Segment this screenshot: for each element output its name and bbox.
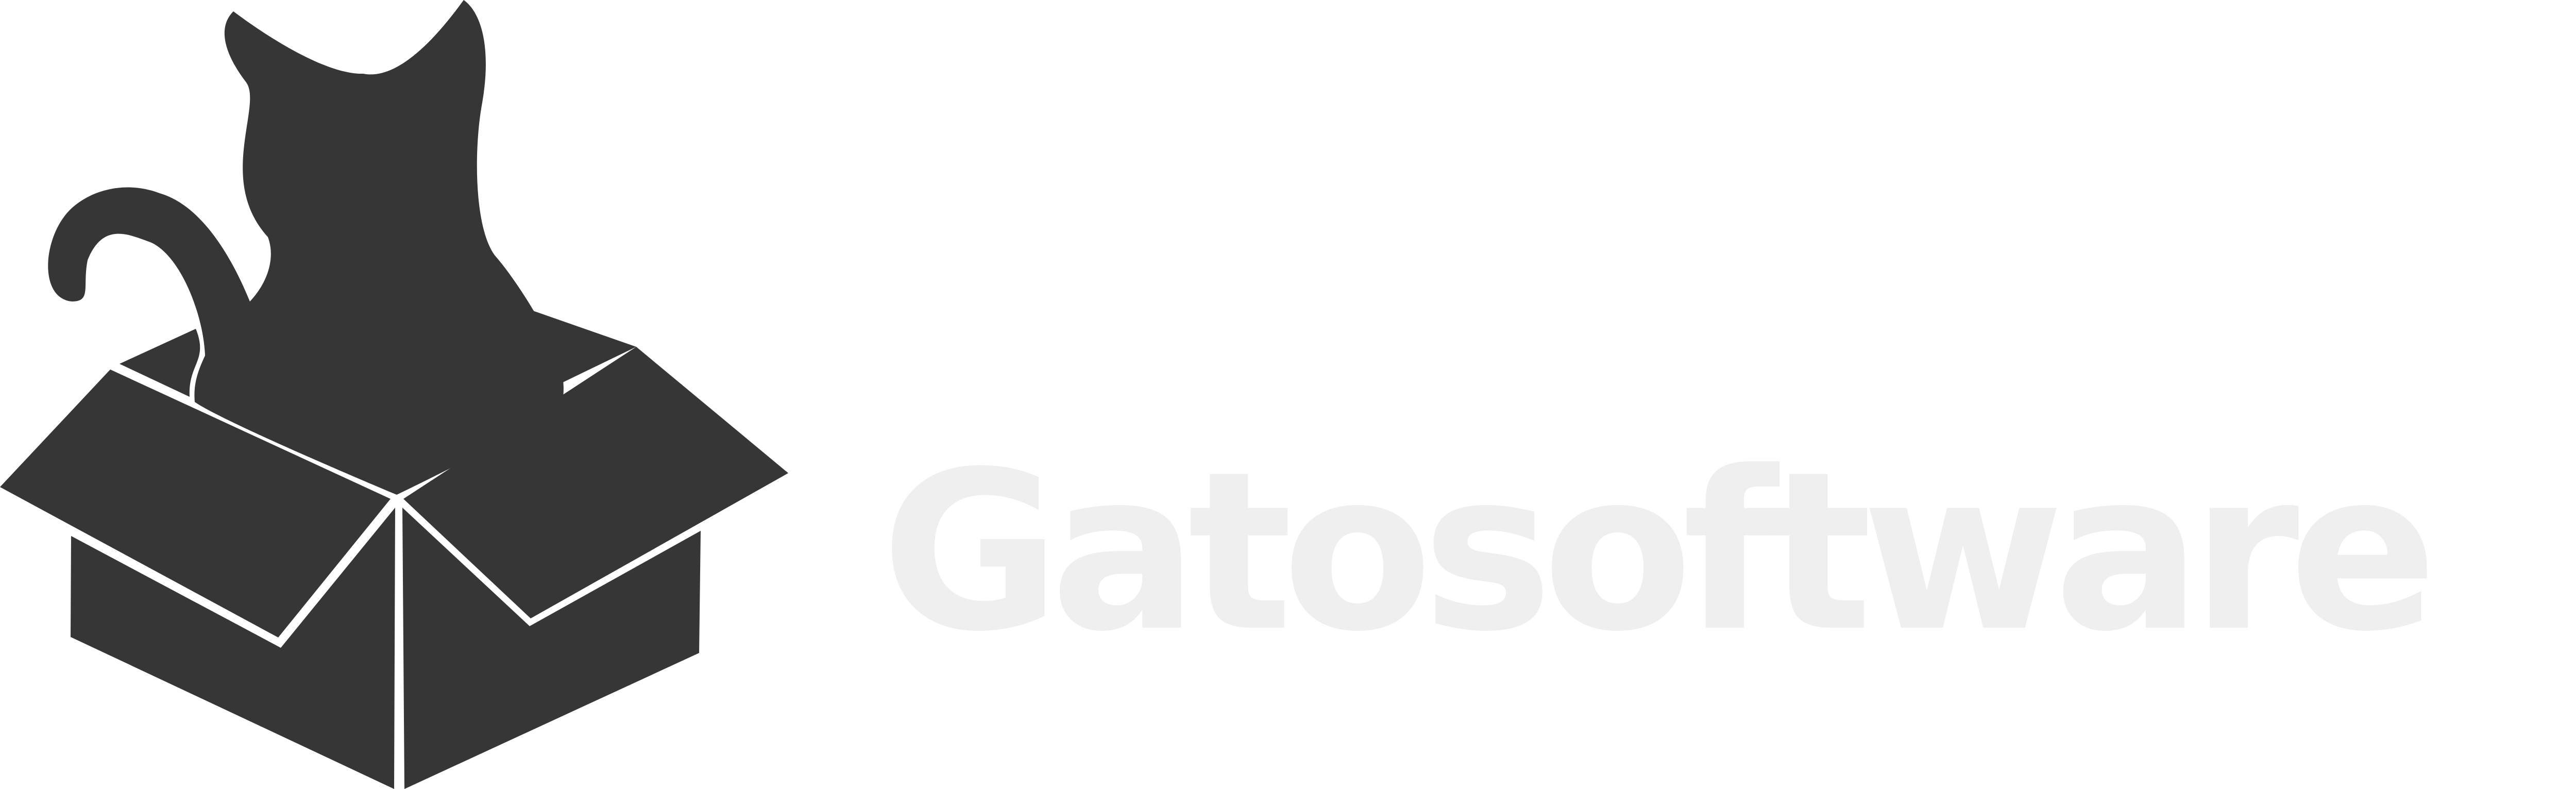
- brand-name: Gatosoftware: [881, 425, 2437, 680]
- cat-in-box-icon: [0, 0, 788, 789]
